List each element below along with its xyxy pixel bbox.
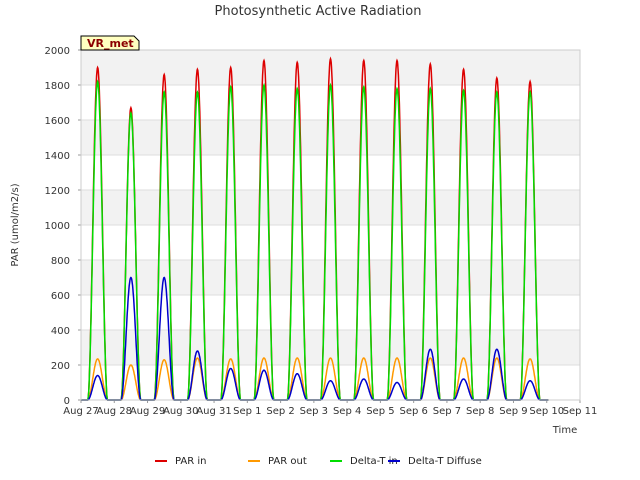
grid-band <box>81 190 580 225</box>
site-badge-box <box>80 35 140 51</box>
x-tick-label: Aug 27 <box>63 406 98 417</box>
plot-frame <box>80 49 581 401</box>
y-tick-label: 1200 <box>45 186 70 197</box>
x-tick-label: Sep 11 <box>563 406 598 417</box>
y-tick-label: 600 <box>51 291 70 302</box>
y-axis-label: PAR (umol/m2/s) <box>10 183 21 266</box>
x-tick-label: Sep 7 <box>433 406 461 417</box>
x-tick-label: Sep 8 <box>466 406 494 417</box>
x-tick-label: Sep 2 <box>266 406 294 417</box>
y-tick-label: 200 <box>51 361 70 372</box>
site-badge: VR_met <box>80 35 140 51</box>
plot-border <box>80 49 581 401</box>
legend-label: Delta-T Diffuse <box>408 456 482 467</box>
legend-label: Delta-T in <box>350 456 398 467</box>
x-tick-label: Aug 28 <box>97 406 132 417</box>
x-tick-label: Sep 4 <box>333 406 361 417</box>
chart-title: Photosynthetic Active Radiation <box>215 4 422 19</box>
grid-band <box>81 120 580 155</box>
y-tick-label: 1800 <box>45 81 70 92</box>
legend-label: PAR out <box>268 456 307 467</box>
x-tick-label: Sep 10 <box>529 406 564 417</box>
grid-band <box>81 260 580 295</box>
x-tick-label: Aug 30 <box>163 406 198 417</box>
y-tick-label: 2000 <box>45 46 70 57</box>
y-axis-ticks: 0 200 400 600 800 1000 1200 1400 1600 1800 2000 <box>45 46 81 407</box>
legend: PAR in PAR out Delta-T in Delta-T Diffuse <box>155 456 482 467</box>
y-tick-label: 800 <box>51 256 70 267</box>
x-tick-label: Sep 6 <box>399 406 427 417</box>
x-tick-label: Sep 9 <box>499 406 527 417</box>
x-axis-label: Time <box>552 425 577 436</box>
y-tick-label: 400 <box>51 326 70 337</box>
x-tick-label: Sep 5 <box>366 406 394 417</box>
x-tick-label: Aug 31 <box>196 406 231 417</box>
y-tick-label: 1000 <box>45 221 70 232</box>
x-tick-label: Sep 1 <box>233 406 261 417</box>
y-tick-label: 1400 <box>45 151 70 162</box>
grid-band <box>81 50 580 85</box>
x-tick-label: Aug 29 <box>130 406 165 417</box>
legend-label: PAR in <box>175 456 206 467</box>
y-tick-label: 1600 <box>45 116 70 127</box>
site-badge-label: VR_met <box>87 37 134 50</box>
y-tick-label: 0 <box>64 396 70 407</box>
x-tick-label: Sep 3 <box>300 406 328 417</box>
